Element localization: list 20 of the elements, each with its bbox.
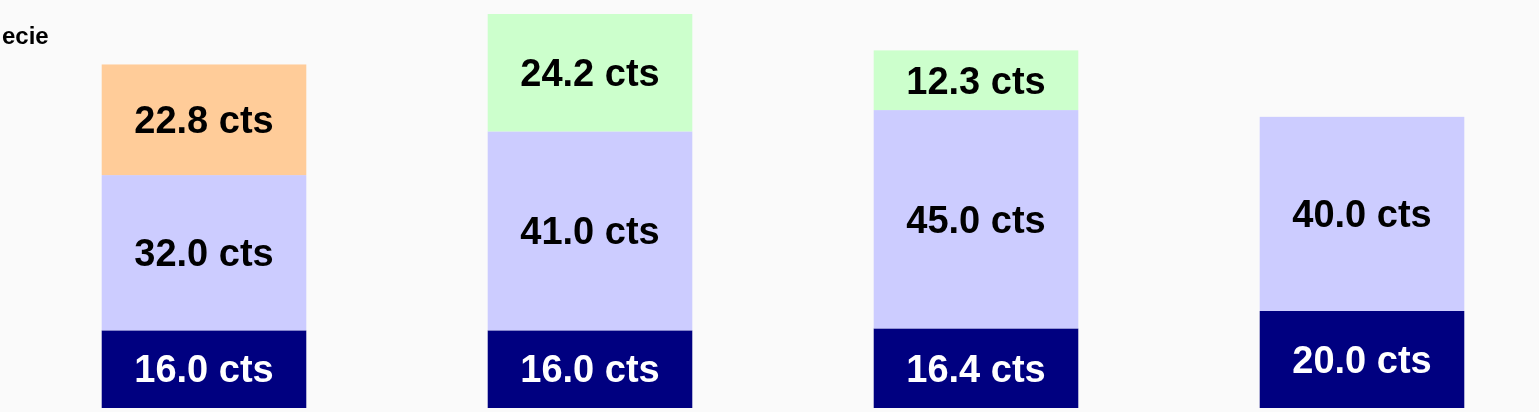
- data-label: 16.0 cts: [134, 348, 274, 391]
- data-label: 12.3 cts: [906, 59, 1046, 102]
- bar: [101, 64, 307, 176]
- bar: [487, 131, 693, 331]
- data-label: 22.8 cts: [134, 99, 274, 142]
- bar: [873, 110, 1079, 329]
- bar: [1259, 310, 1465, 408]
- data-label: 24.2 cts: [520, 52, 660, 95]
- chart-title: ecie: [2, 22, 49, 49]
- bar: [487, 14, 693, 132]
- data-label: 32.0 cts: [134, 232, 274, 275]
- data-label: 40.0 cts: [1292, 193, 1432, 236]
- data-label: 16.4 cts: [906, 347, 1046, 390]
- data-label: 20.0 cts: [1292, 338, 1432, 381]
- data-label: 16.0 cts: [520, 348, 660, 391]
- bar: [1259, 116, 1465, 311]
- data-label: 41.0 cts: [520, 210, 660, 253]
- data-label: 45.0 cts: [906, 198, 1046, 241]
- bar: [101, 175, 307, 331]
- bar: [873, 328, 1079, 408]
